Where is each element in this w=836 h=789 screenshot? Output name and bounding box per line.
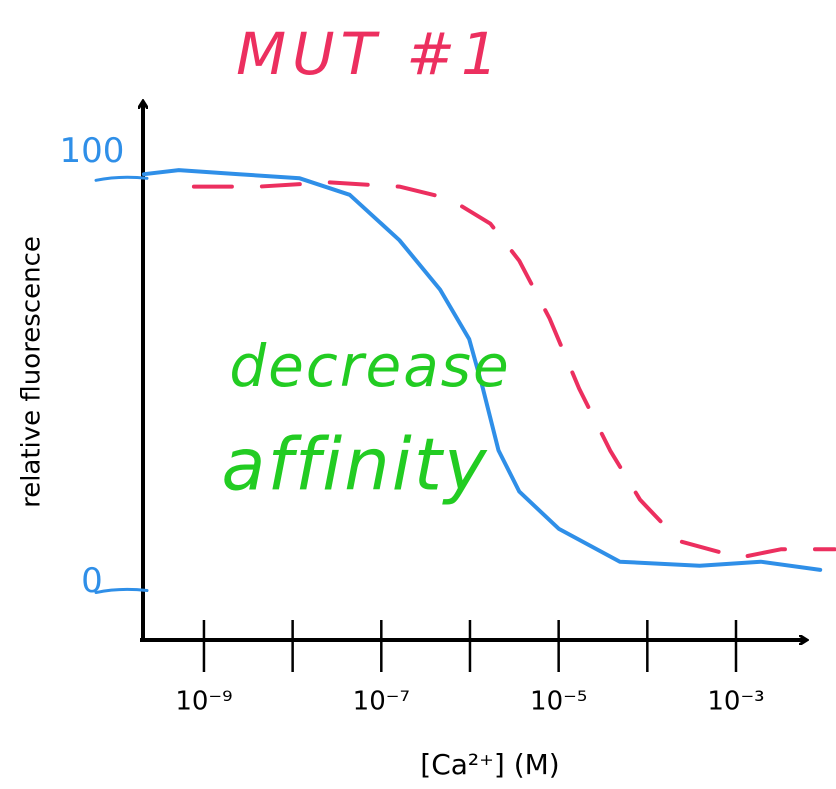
- x-tick-label: 10⁻⁵: [530, 687, 587, 717]
- y-tick: [94, 587, 149, 595]
- dashed-line: [191, 180, 836, 560]
- annotation: affinity: [221, 423, 488, 507]
- x-axis-label: [Ca²⁺] (M): [420, 748, 559, 781]
- y-tick-label: 0: [81, 561, 103, 601]
- line: [141, 168, 823, 572]
- x-tick-label: 10⁻⁷: [353, 687, 410, 717]
- y-tick: [94, 175, 149, 182]
- x-tick-label: 10⁻⁹: [175, 687, 232, 717]
- y-tick-label: 100: [60, 131, 125, 171]
- annotation: MUT #1: [236, 20, 504, 88]
- annotation: decrease: [229, 332, 510, 400]
- y-axis-label: relative fluorescence: [17, 236, 47, 508]
- x-tick-label: 10⁻³: [707, 687, 764, 717]
